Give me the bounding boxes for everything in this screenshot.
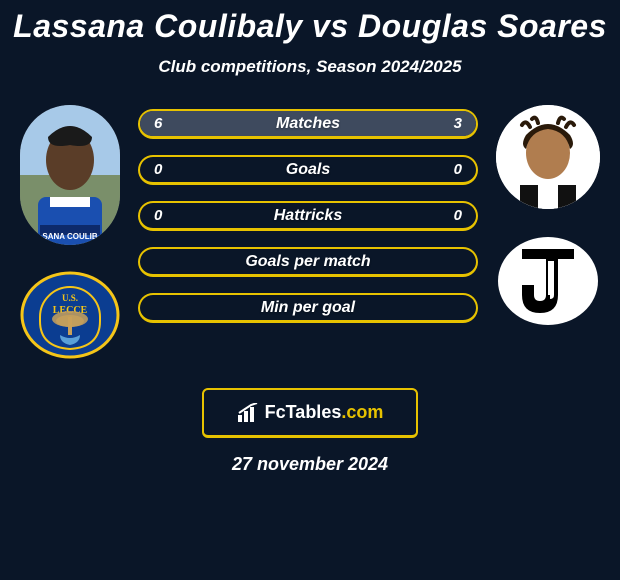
stat-left-value: 0 [154, 207, 162, 224]
stat-label: Hattricks [274, 207, 342, 225]
stat-bar: 0 Goals 0 [138, 155, 478, 185]
stat-label: Min per goal [261, 299, 355, 317]
stat-label: Goals per match [245, 253, 370, 271]
comparison-panel: SANA COULIB U.S. LECCE 6Matc [0, 105, 620, 358]
stat-bar: Goals per match [138, 247, 478, 277]
left-player-column: SANA COULIB U.S. LECCE [20, 105, 120, 358]
stat-bar: Min per goal [138, 293, 478, 323]
page-title: Lassana Coulibaly vs Douglas Soares [0, 8, 620, 45]
left-player-avatar: SANA COULIB [20, 105, 120, 245]
date-text: 27 november 2024 [0, 454, 620, 475]
stat-right-value: 0 [454, 161, 462, 178]
stat-right-value: 0 [454, 207, 462, 224]
stat-label: Goals [286, 161, 330, 179]
infographic-root: Lassana Coulibaly vs Douglas Soares Club… [0, 0, 620, 475]
stat-label: Matches [276, 115, 340, 133]
stat-bars: 6 Matches 3 0 Goals 0 0 Hattricks 0 Goals per mat… [138, 105, 478, 323]
brand-text: FcTables.com [265, 402, 384, 423]
brand-suffix: .com [341, 402, 383, 422]
right-club-badge [496, 235, 600, 326]
right-player-column [496, 105, 600, 326]
left-club-badge: U.S. LECCE [20, 271, 120, 358]
left-club-logo: U.S. LECCE [20, 271, 120, 359]
brand-name: FcTables [265, 402, 342, 422]
stat-bar: 0 Hattricks 0 [138, 201, 478, 231]
stat-left-value: 0 [154, 161, 162, 178]
svg-text:SANA COULIB: SANA COULIB [42, 232, 97, 241]
right-club-logo [496, 235, 600, 327]
brand-badge: FcTables.com [202, 388, 418, 438]
right-player-image [496, 105, 600, 209]
page-subtitle: Club competitions, Season 2024/2025 [0, 57, 620, 77]
stat-bar: 6 Matches 3 [138, 109, 478, 139]
chart-icon [237, 403, 259, 423]
svg-text:U.S.: U.S. [62, 293, 78, 303]
stat-right-value: 3 [454, 115, 462, 132]
stat-left-value: 6 [154, 115, 162, 132]
right-player-avatar [496, 105, 600, 209]
left-player-image: SANA COULIB [20, 105, 120, 245]
